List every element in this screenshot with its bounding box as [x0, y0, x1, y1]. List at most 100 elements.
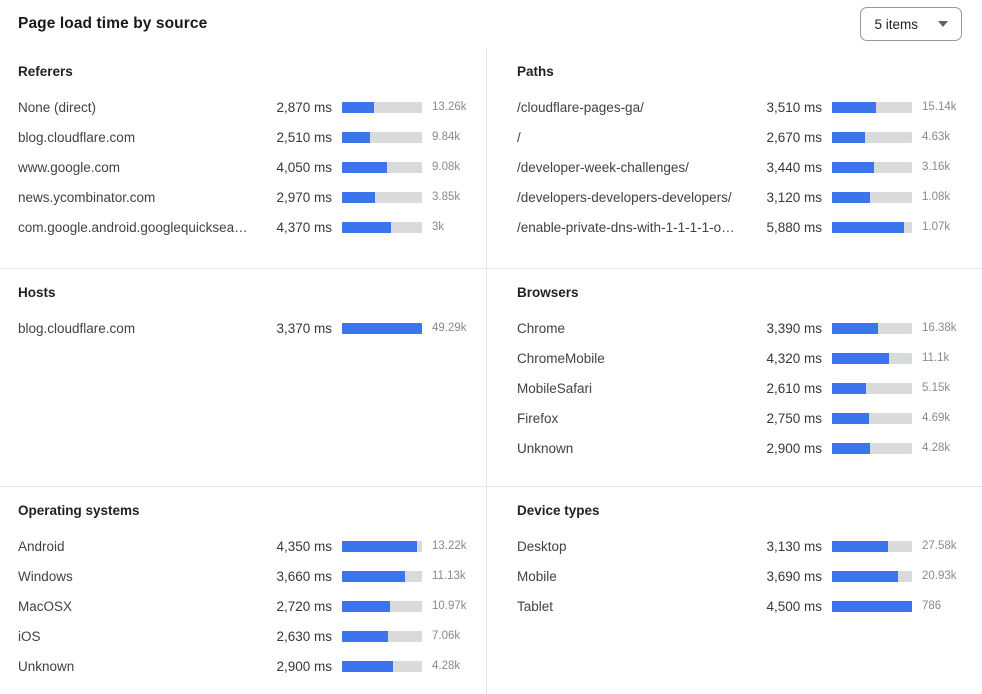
row-label: com.google.android.googlequicksearc...: [18, 219, 250, 235]
metric-row[interactable]: www.google.com 4,050 ms 9.08k: [18, 152, 476, 182]
row-bar-fill: [832, 161, 875, 173]
metric-row[interactable]: com.google.android.googlequicksearc... 4…: [18, 212, 476, 242]
row-count: 4.28k: [432, 660, 461, 672]
row-count: 27.58k: [922, 540, 957, 552]
metric-row[interactable]: MobileSafari 2,610 ms 5.15k: [517, 373, 966, 403]
row-bar: [832, 382, 912, 394]
metric-row[interactable]: ChromeMobile 4,320 ms 11.1k: [517, 343, 966, 373]
row-bar: [342, 221, 422, 233]
panel-title: Device types: [517, 503, 600, 518]
panel-title: Referers: [18, 64, 73, 79]
row-count: 4.28k: [922, 442, 951, 454]
metric-row[interactable]: Mobile 3,690 ms 20.93k: [517, 561, 966, 591]
metric-row[interactable]: iOS 2,630 ms 7.06k: [18, 621, 476, 651]
widget-header: Page load time by source 5 items: [0, 0, 982, 48]
metric-row[interactable]: Tablet 4,500 ms 786: [517, 591, 966, 621]
row-bar-fill: [342, 191, 375, 203]
metric-row[interactable]: / 2,670 ms 4.63k: [517, 122, 966, 152]
row-count: 1.07k: [922, 221, 951, 233]
metric-row[interactable]: Unknown 2,900 ms 4.28k: [18, 651, 476, 681]
row-count: 4.63k: [922, 131, 951, 143]
metric-row[interactable]: /developer-week-challenges/ 3,440 ms 3.1…: [517, 152, 966, 182]
row-label: /developers-developers-developers/: [517, 189, 732, 205]
row-count: 4.69k: [922, 412, 951, 424]
row-label: Android: [18, 538, 65, 554]
row-count: 9.08k: [432, 161, 461, 173]
row-ms-value: 2,720 ms: [276, 598, 332, 614]
row-bar-fill: [832, 540, 888, 552]
metric-row[interactable]: blog.cloudflare.com 3,370 ms 49.29k: [18, 313, 476, 343]
row-label: iOS: [18, 628, 41, 644]
row-label: Windows: [18, 568, 73, 584]
row-bar: [342, 191, 422, 203]
metric-row[interactable]: Desktop 3,130 ms 27.58k: [517, 531, 966, 561]
metric-row[interactable]: Firefox 2,750 ms 4.69k: [517, 403, 966, 433]
row-label: Firefox: [517, 410, 559, 426]
panel-rows: Android 4,350 ms 13.22k Windows 3,660 ms…: [18, 531, 476, 681]
row-label: ChromeMobile: [517, 350, 605, 366]
row-bar-fill: [832, 442, 871, 454]
metric-row[interactable]: blog.cloudflare.com 2,510 ms 9.84k: [18, 122, 476, 152]
panel-rows: Chrome 3,390 ms 16.38k ChromeMobile 4,32…: [517, 313, 966, 463]
metric-row[interactable]: MacOSX 2,720 ms 10.97k: [18, 591, 476, 621]
metric-row[interactable]: Windows 3,660 ms 11.13k: [18, 561, 476, 591]
row-count: 11.13k: [432, 570, 466, 582]
row-count: 9.84k: [432, 131, 461, 143]
metric-row[interactable]: /enable-private-dns-with-1-1-1-1-on-... …: [517, 212, 966, 242]
chevron-down-icon: [938, 21, 948, 27]
metric-row[interactable]: /cloudflare-pages-ga/ 3,510 ms 15.14k: [517, 92, 966, 122]
row-bar: [832, 322, 912, 334]
row-bar: [832, 412, 912, 424]
row-ms-value: 4,350 ms: [276, 538, 332, 554]
row-bar: [832, 570, 912, 582]
row-count: 3.16k: [922, 161, 951, 173]
row-ms-value: 3,440 ms: [766, 159, 822, 175]
row-count: 1.08k: [922, 191, 951, 203]
row-bar: [342, 131, 422, 143]
panel-rows: None (direct) 2,870 ms 13.26k blog.cloud…: [18, 92, 476, 242]
panel-title: Hosts: [18, 285, 56, 300]
panel-title: Paths: [517, 64, 554, 79]
row-ms-value: 3,690 ms: [766, 568, 822, 584]
items-count-value: 5 items: [874, 16, 918, 32]
items-count-select[interactable]: 5 items: [860, 7, 962, 41]
metric-panel: Operating systems Android 4,350 ms 13.22…: [0, 486, 486, 694]
row-ms-value: 2,510 ms: [276, 129, 332, 145]
row-label: Desktop: [517, 538, 567, 554]
row-count: 20.93k: [922, 570, 957, 582]
row-label: /: [517, 129, 521, 145]
row-count: 10.97k: [432, 600, 467, 612]
row-ms-value: 2,630 ms: [276, 628, 332, 644]
row-label: www.google.com: [18, 159, 121, 175]
panel-rows: Desktop 3,130 ms 27.58k Mobile 3,690 ms …: [517, 531, 966, 621]
metric-row[interactable]: news.ycombinator.com 2,970 ms 3.85k: [18, 182, 476, 212]
row-bar-fill: [832, 191, 870, 203]
row-count: 786: [922, 600, 942, 612]
row-count: 5.15k: [922, 382, 951, 394]
row-label: Mobile: [517, 568, 557, 584]
row-ms-value: 2,900 ms: [766, 440, 822, 456]
row-bar: [832, 101, 912, 113]
metric-row[interactable]: Chrome 3,390 ms 16.38k: [517, 313, 966, 343]
row-bar-fill: [832, 221, 904, 233]
row-ms-value: 4,370 ms: [276, 219, 332, 235]
metric-row[interactable]: Android 4,350 ms 13.22k: [18, 531, 476, 561]
row-bar-fill: [342, 630, 389, 642]
row-bar-fill: [832, 382, 867, 394]
row-bar: [832, 131, 912, 143]
row-bar: [342, 540, 422, 552]
row-bar-fill: [342, 161, 387, 173]
row-label: Unknown: [517, 440, 574, 456]
row-ms-value: 5,880 ms: [766, 219, 822, 235]
row-label: None (direct): [18, 99, 97, 115]
metric-row[interactable]: None (direct) 2,870 ms 13.26k: [18, 92, 476, 122]
panel-rows: blog.cloudflare.com 3,370 ms 49.29k: [18, 313, 476, 343]
metric-row[interactable]: Unknown 2,900 ms 4.28k: [517, 433, 966, 463]
row-count: 3k: [432, 221, 445, 233]
row-bar: [832, 600, 912, 612]
panels-grid: Referers None (direct) 2,870 ms 13.26k b…: [0, 48, 982, 694]
metric-row[interactable]: /developers-developers-developers/ 3,120…: [517, 182, 966, 212]
row-ms-value: 3,390 ms: [766, 320, 822, 336]
row-bar-fill: [342, 131, 370, 143]
